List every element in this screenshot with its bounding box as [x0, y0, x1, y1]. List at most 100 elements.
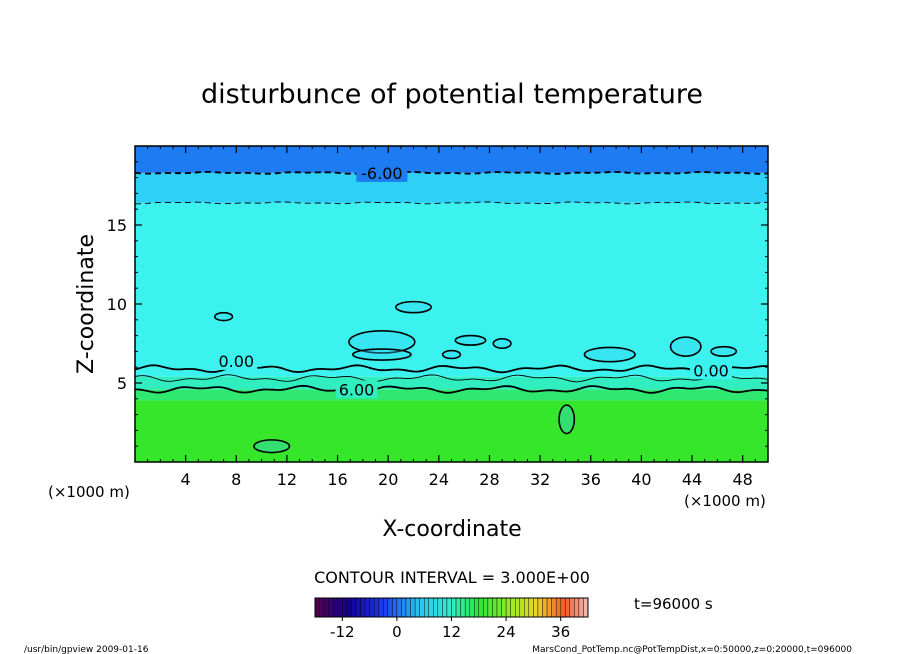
chart-title: disturbunce of potential temperature: [201, 79, 703, 110]
contour-blob: [351, 348, 412, 361]
colorbar-cell: [378, 597, 384, 618]
x-tick-label: 12: [277, 470, 297, 489]
contour-label: 0.00: [218, 352, 254, 371]
y-tick-label: 10: [107, 295, 127, 314]
y-tick-label: 5: [117, 374, 127, 393]
colorbar-cell: [546, 597, 552, 618]
x-tick-label: 28: [479, 470, 499, 489]
fill-layer-4: [135, 172, 768, 203]
x-tick-label: 48: [733, 470, 753, 489]
contour-blob: [558, 404, 576, 435]
contour-label: 0.00: [693, 361, 729, 380]
contour-line-1: [135, 201, 768, 205]
colorbar-cell: [574, 597, 580, 618]
colorbar-cell: [414, 597, 420, 618]
fill-layer-3: [135, 202, 768, 377]
contour-label-bg: [215, 351, 258, 370]
colorbar-cell: [560, 597, 566, 618]
contour-label-bg: [335, 380, 378, 399]
colorbar-cell: [396, 597, 402, 618]
colorbar-cell: [455, 597, 461, 618]
colorbar-cell: [537, 597, 543, 618]
fill-layer-2: [135, 376, 768, 390]
contour-label: 6.00: [339, 380, 375, 399]
colorbar-cell: [323, 597, 329, 618]
contour-blob: [583, 346, 636, 363]
colorbar-cell: [419, 597, 425, 618]
y-axis-label: Z-coordinate: [74, 234, 99, 374]
colorbar-cell: [542, 597, 548, 618]
colorbar-cell: [492, 597, 498, 618]
colorbar-cell: [565, 597, 571, 618]
contour-label-bg: [356, 163, 408, 182]
x-tick-label: 8: [231, 470, 241, 489]
contour-blob: [669, 336, 702, 357]
colorbar-cell: [328, 597, 334, 618]
x-tick-label: 40: [631, 470, 651, 489]
contour-label-bg: [690, 361, 733, 380]
x-tick-label: 32: [530, 470, 550, 489]
contour-lines: [135, 170, 768, 394]
colorbar-cell: [483, 597, 489, 618]
contour-labels: -6.00 0.00 0.00 6.00: [215, 163, 733, 399]
colorbar: [314, 597, 589, 618]
x-axis-label: X-coordinate: [382, 517, 521, 542]
y-axis-ticks: 5 10 15: [107, 161, 768, 447]
colorbar-cell: [533, 597, 539, 618]
x-axis-ticks: 4 8 12 16 20 24 28 32 36 40 44 48: [147, 146, 756, 489]
plot-area: -6.00 0.00 0.00 6.00: [135, 146, 768, 462]
colorbar-cell: [451, 597, 457, 618]
colorbar-cell: [501, 597, 507, 618]
x-tick-label: 44: [682, 470, 702, 489]
colorbar-cell: [551, 597, 557, 618]
y-tick-label: 15: [107, 216, 127, 235]
contour-blob: [492, 337, 512, 350]
contour-blob: [441, 349, 462, 360]
colorbar-cell: [333, 597, 338, 618]
colorbar-cell: [442, 597, 448, 618]
colorbar-cell: [342, 597, 348, 618]
colorbar-cell: [314, 597, 320, 618]
contour-interval-text: CONTOUR INTERVAL = 3.000E+00: [314, 568, 590, 587]
colorbar-cell: [524, 597, 530, 618]
colorbar-cell: [355, 597, 361, 618]
colorbar-cell: [433, 597, 439, 618]
contour-blob: [348, 330, 416, 354]
colorbar-cell: [478, 597, 484, 618]
colorbar-tick-label: 36: [551, 623, 570, 641]
x-tick-label: 36: [581, 470, 601, 489]
colorbar-cell: [369, 597, 375, 618]
colorbar-cell: [583, 597, 589, 618]
colorbar-cell: [469, 597, 475, 618]
colorbar-cell: [510, 597, 516, 618]
time-text: t=96000 s: [634, 595, 713, 613]
contour-blob: [213, 311, 234, 322]
contour-blob: [394, 300, 433, 314]
x-tick-label: 4: [181, 470, 191, 489]
colorbar-cell: [446, 597, 452, 618]
contour-line-3: [135, 374, 768, 383]
colorbar-cell: [428, 597, 434, 618]
colorbar-cell: [437, 597, 443, 618]
colorbar-cell: [360, 597, 366, 618]
colorbar-cell: [337, 597, 343, 618]
colorbar-cell: [496, 597, 502, 618]
contour-blobs: [213, 300, 738, 454]
x-unit-right: (×1000 m): [684, 492, 766, 510]
colorbar-cell: [487, 597, 493, 618]
colorbar-cell: [519, 597, 525, 618]
contour-blob: [454, 334, 487, 346]
footer-right: MarsCond_PotTemp.nc@PotTempDist,x=0:5000…: [532, 645, 852, 654]
colorbar-cell: [387, 597, 393, 618]
colorbar-cell: [392, 597, 398, 618]
colorbar-cell: [346, 597, 352, 618]
x-tick-label: 24: [429, 470, 449, 489]
contour-line-0: [135, 170, 768, 175]
colorbar-tick-label: -12: [330, 623, 355, 641]
fill-layer-1: [135, 389, 768, 401]
contour-blob: [710, 345, 738, 357]
colorbar-cell: [383, 597, 389, 618]
colorbar-cell: [505, 597, 511, 618]
x-tick-label: 16: [327, 470, 347, 489]
